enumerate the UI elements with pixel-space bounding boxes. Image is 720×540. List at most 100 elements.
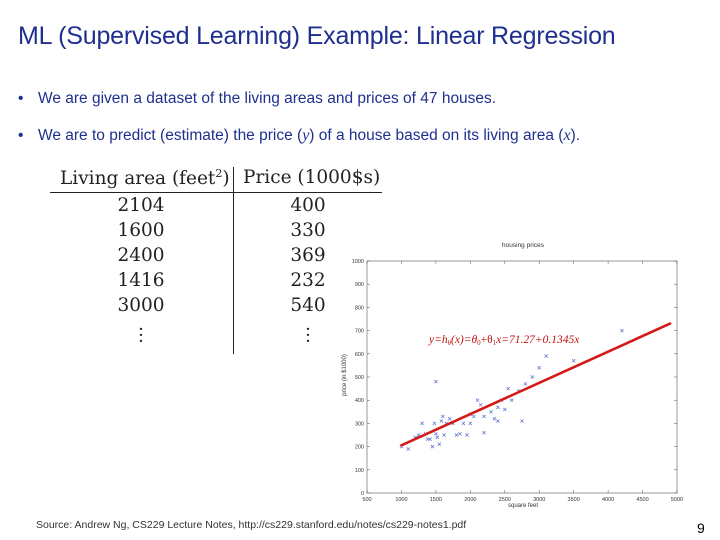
housing-data-table: Living area (feet2) Price (1000$s) 2104 …: [50, 167, 382, 354]
y-tick-label: 700: [355, 329, 364, 335]
data-point: [435, 435, 440, 440]
data-point-stroke: [434, 431, 438, 436]
data-point-stroke: [523, 382, 528, 386]
data-point-stroke: [620, 328, 624, 333]
data-point-stroke: [530, 375, 535, 379]
data-point: [489, 409, 493, 414]
eq-sub1: 1: [493, 339, 497, 347]
data-point-stroke: [471, 414, 476, 419]
data-point-stroke: [454, 433, 459, 437]
data-point: [496, 419, 500, 423]
y-axis-label: price (in $1000): [342, 354, 348, 396]
data-point: [492, 416, 497, 421]
data-point-stroke: [520, 419, 524, 423]
data-point: [537, 365, 542, 370]
table-column-rule: [233, 167, 234, 354]
data-point: [458, 431, 462, 436]
data-point: [454, 433, 459, 437]
eq-plus: +θ: [481, 334, 493, 346]
regression-line: [400, 322, 672, 447]
table-cell-price: 540: [290, 295, 326, 316]
variable-y: y: [302, 127, 310, 144]
chart-title: housing prices: [502, 242, 545, 249]
data-point-stroke: [492, 416, 497, 421]
data-point-stroke: [544, 354, 548, 358]
bullet-text: We are given a dataset of the living are…: [38, 90, 497, 107]
x-tick-label: 1500: [430, 497, 442, 503]
bullet-marker: •: [18, 127, 24, 144]
data-point: [406, 447, 411, 451]
data-point-stroke: [430, 444, 435, 449]
header-area-close: ): [222, 168, 230, 190]
data-point-stroke: [465, 433, 469, 437]
data-point-stroke: [439, 419, 444, 423]
fit-equation: y=hθ(x)=θ0+θ1x=71.27+0.1345x: [428, 334, 580, 347]
data-point: [520, 419, 524, 423]
x-tick-label: 5000: [671, 497, 683, 503]
data-point: [523, 382, 528, 386]
data-point-stroke: [432, 421, 437, 426]
data-point: [502, 407, 507, 412]
data-point: [437, 442, 442, 447]
table-cell-area: 2400: [117, 245, 165, 266]
data-point-stroke: [506, 386, 511, 391]
data-point-stroke: [437, 442, 442, 447]
y-tick-label: 200: [355, 445, 364, 451]
source-citation: Source: Andrew Ng, CS229 Lecture Notes, …: [36, 519, 467, 531]
y-tick-label: 100: [355, 468, 364, 474]
y-tick-label: 900: [355, 282, 364, 288]
eq-mid: (x)=θ: [451, 334, 478, 346]
x-tick-label: 4000: [602, 497, 614, 503]
data-point-stroke: [416, 433, 421, 437]
x-axis-label: square feet: [508, 503, 538, 509]
plot-axes: 500 1000 1500 2000 2500 3000 3500 4000 4500 50000…: [352, 259, 683, 503]
x-tick-label: 500: [362, 497, 371, 503]
data-point-stroke: [461, 421, 466, 426]
data-point: [482, 430, 486, 435]
y-tick-label: 600: [355, 352, 364, 358]
data-point-stroke: [496, 405, 500, 410]
x-tick-label: 3000: [533, 497, 545, 503]
eq-lhs: y=h: [428, 334, 448, 346]
eq-rhs: x=71.27+0.1345x: [495, 334, 580, 346]
data-point-stroke: [458, 431, 462, 436]
header-area-text: Living area (feet: [60, 168, 216, 190]
data-point: [420, 421, 424, 426]
data-point-stroke: [571, 358, 576, 363]
data-point: [530, 375, 535, 379]
x-tick-label: 4500: [636, 497, 648, 503]
data-point-stroke: [420, 421, 424, 426]
data-point-stroke: [509, 398, 514, 403]
data-point: [430, 444, 435, 449]
data-point-stroke: [482, 430, 486, 435]
data-point: [506, 386, 511, 391]
variable-x: x: [563, 127, 571, 144]
bullet-text-pre: We are to predict (estimate) the price (: [38, 127, 303, 144]
data-point-stroke: [475, 398, 480, 403]
data-point: [447, 416, 452, 421]
table-cell-price: 232: [290, 270, 326, 291]
page-number: 9: [697, 520, 705, 536]
data-point: [434, 379, 438, 384]
data-point: [442, 433, 447, 437]
data-point: [478, 402, 483, 407]
eq-sub0: 0: [477, 339, 481, 347]
data-point-stroke: [489, 409, 493, 414]
y-tick-label: 400: [355, 398, 364, 404]
plot-fit-line: [400, 322, 672, 447]
housing-prices-plot: 500 1000 1500 2000 2500 3000 3500 4000 4500 50000…: [342, 242, 683, 509]
data-point: [482, 414, 486, 419]
data-point: [471, 414, 476, 419]
data-point-stroke: [468, 421, 473, 426]
data-point: [440, 414, 445, 419]
data-point: [571, 358, 576, 363]
table-header-rule: [50, 192, 382, 193]
data-point-stroke: [537, 365, 542, 370]
eq-sub-theta: θ: [448, 339, 452, 347]
data-point-stroke: [435, 435, 440, 440]
data-point-stroke: [496, 419, 500, 423]
data-point: [475, 398, 480, 403]
plot-frame: [366, 260, 678, 494]
data-point-stroke: [428, 437, 432, 442]
table-cell-price: 400: [290, 195, 326, 216]
